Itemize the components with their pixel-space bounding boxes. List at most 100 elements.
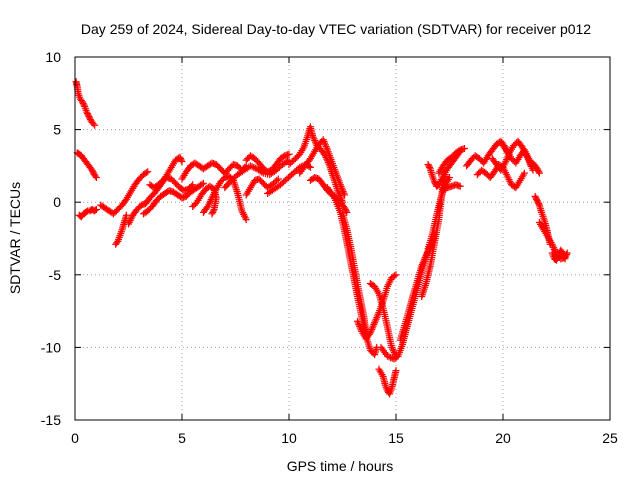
data-series xyxy=(146,174,197,195)
data-point-marker xyxy=(242,216,250,224)
data-series xyxy=(242,175,282,199)
data-point-marker xyxy=(550,245,558,253)
data-point-marker xyxy=(91,121,99,129)
y-tick-label: 0 xyxy=(53,194,61,210)
data-point-marker xyxy=(353,317,361,325)
data-point-marker xyxy=(246,162,254,170)
data-point-marker xyxy=(548,240,556,248)
data-point-marker xyxy=(274,175,282,183)
data-point-marker xyxy=(561,255,569,263)
y-tick-label: -10 xyxy=(41,339,61,355)
data-point-marker xyxy=(419,259,427,267)
data-point-marker xyxy=(340,189,348,197)
data-point-marker xyxy=(320,137,328,145)
data-point-marker xyxy=(456,182,464,190)
data-point-marker xyxy=(339,186,346,194)
data-point-marker xyxy=(354,319,362,327)
data-point-marker xyxy=(144,168,152,176)
data-series xyxy=(529,159,543,177)
data-point-marker xyxy=(250,163,258,171)
data-point-marker xyxy=(356,324,364,332)
data-point-marker xyxy=(385,353,393,361)
data-point-marker xyxy=(420,257,428,265)
plot-frame xyxy=(74,56,611,421)
data-point-marker xyxy=(122,211,130,219)
data-point-marker xyxy=(187,182,195,190)
data-point-marker xyxy=(177,156,185,164)
data-point-marker xyxy=(322,143,330,151)
data-point-marker xyxy=(142,169,150,177)
data-point-marker xyxy=(392,367,400,375)
data-point-marker xyxy=(189,181,197,189)
data-point-marker xyxy=(209,208,217,216)
data-point-marker xyxy=(338,184,346,192)
data-point-marker xyxy=(550,244,558,252)
data-point-marker xyxy=(371,317,379,325)
data-point-marker xyxy=(321,141,329,149)
data-point-marker xyxy=(343,208,351,216)
data-series xyxy=(199,172,250,224)
data-point-marker xyxy=(392,271,400,279)
data-point-marker xyxy=(337,182,345,190)
x-tick-label: 20 xyxy=(495,430,511,446)
data-point-marker xyxy=(426,163,434,171)
data-point-marker xyxy=(306,163,314,171)
data-point-marker xyxy=(309,133,317,141)
data-point-marker xyxy=(310,135,318,143)
data-series xyxy=(473,160,528,192)
data-point-marker xyxy=(549,242,557,250)
data-point-marker xyxy=(208,210,216,218)
data-point-marker xyxy=(535,169,543,177)
data-point-marker xyxy=(311,136,319,144)
data-point-marker xyxy=(391,272,399,280)
data-point-marker xyxy=(339,188,347,196)
data-point-marker xyxy=(373,314,381,322)
data-series xyxy=(75,205,100,221)
data-point-marker xyxy=(321,139,329,147)
data-point-marker xyxy=(342,207,350,215)
grid-lines xyxy=(75,57,610,420)
data-point-marker xyxy=(503,156,511,164)
data-series xyxy=(499,142,535,170)
data-series xyxy=(112,211,130,248)
data-point-marker xyxy=(423,250,431,258)
data-point-marker xyxy=(368,324,376,332)
data-point-marker xyxy=(383,352,391,360)
data-point-marker xyxy=(89,120,97,128)
x-tick-label: 0 xyxy=(71,430,79,446)
data-point-marker xyxy=(371,319,379,327)
x-tick-label: 5 xyxy=(178,430,186,446)
data-series xyxy=(125,153,186,228)
data-series xyxy=(242,150,293,176)
data-point-marker xyxy=(372,315,380,323)
data-series xyxy=(73,149,100,182)
data-point-marker xyxy=(178,158,186,166)
data-point-marker xyxy=(355,321,363,329)
data-point-marker xyxy=(421,255,429,263)
x-tick-label: 15 xyxy=(388,430,404,446)
data-point-marker xyxy=(285,150,293,158)
data-point-marker xyxy=(80,101,88,109)
data-point-marker xyxy=(535,200,543,208)
data-point-marker xyxy=(83,208,91,216)
data-series xyxy=(439,181,464,193)
data-series xyxy=(435,144,468,177)
data-point-marker xyxy=(423,249,431,257)
data-point-marker xyxy=(421,254,429,262)
y-tick-label: -15 xyxy=(41,412,61,428)
data-point-marker xyxy=(502,157,510,165)
data-point-marker xyxy=(91,172,99,180)
data-point-marker xyxy=(356,322,364,330)
y-tick-label: 10 xyxy=(45,49,61,65)
data-point-marker xyxy=(418,260,426,268)
x-tick-label: 25 xyxy=(602,430,618,446)
data-point-marker xyxy=(373,312,381,320)
data-series xyxy=(396,242,434,344)
data-point-marker xyxy=(520,169,528,177)
x-tick-label: 10 xyxy=(281,430,297,446)
data-point-marker xyxy=(248,163,256,171)
x-axis-label: GPS time / hours xyxy=(287,458,394,474)
data-point-marker xyxy=(374,310,382,318)
data-series xyxy=(548,246,569,264)
data-point-marker xyxy=(309,131,317,139)
